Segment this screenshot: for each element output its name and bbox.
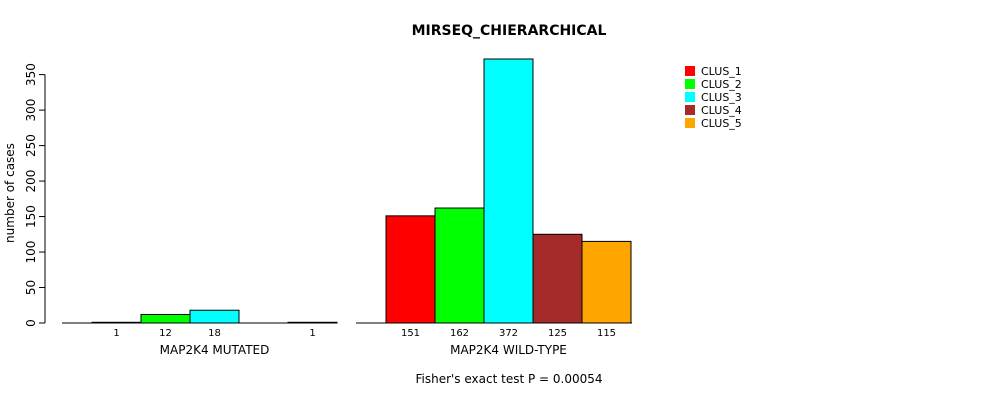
bar-count-label: 18: [208, 328, 221, 339]
chart-title: MIRSEQ_CHIERARCHICAL: [412, 23, 607, 39]
y-tick-label: 50: [24, 280, 38, 295]
y-tick-label: 300: [24, 99, 38, 122]
y-tick-label: 200: [24, 170, 38, 193]
bar-clus-5: [581, 240, 632, 324]
group-label: MAP2K4 WILD-TYPE: [450, 343, 567, 357]
y-tick-label: 150: [24, 205, 38, 228]
bar-clus-4: [532, 233, 583, 324]
y-tick-label: 250: [24, 134, 38, 157]
bar-clus-2: [140, 313, 191, 324]
y-axis-label: number of cases: [3, 143, 17, 243]
bars: [91, 58, 632, 324]
bar-count-label: 151: [401, 328, 420, 339]
bar-clus-3: [483, 58, 534, 324]
bar-clus-1: [385, 215, 436, 324]
y-axis: 0 50 100 150 200 250 300 350: [24, 63, 46, 327]
y-tick-label: 0: [24, 319, 38, 327]
bar-count-label: 115: [597, 328, 616, 339]
legend-swatch: [685, 118, 695, 128]
bar-clus-3: [189, 309, 240, 324]
bar-count-label: 1: [309, 328, 315, 339]
legend-swatch: [685, 79, 695, 89]
legend-swatch: [685, 66, 695, 76]
legend-label: CLUS_5: [701, 117, 742, 130]
y-tick-label: 350: [24, 63, 38, 86]
bar-count-label: 1: [113, 328, 119, 339]
group-label: MAP2K4 MUTATED: [160, 343, 270, 357]
bar-count-label: 162: [450, 328, 469, 339]
bar-count-label: 125: [548, 328, 567, 339]
legend-swatch: [685, 105, 695, 115]
legend-label: CLUS_3: [701, 91, 742, 104]
count-labels: 1 12 18 1 151 162 372 125 115: [113, 328, 616, 339]
legend-swatch: [685, 92, 695, 102]
fisher-test-footer: Fisher's exact test P = 0.00054: [415, 372, 602, 386]
bar-count-label: 12: [159, 328, 172, 339]
legend-label: CLUS_2: [701, 78, 742, 91]
bar-clus-2: [434, 207, 485, 324]
legend-label: CLUS_1: [701, 65, 742, 78]
legend-label: CLUS_4: [701, 104, 742, 117]
bar-count-label: 372: [499, 328, 518, 339]
group-labels: MAP2K4 MUTATED MAP2K4 WILD-TYPE: [62, 322, 632, 357]
y-tick-label: 100: [24, 241, 38, 264]
